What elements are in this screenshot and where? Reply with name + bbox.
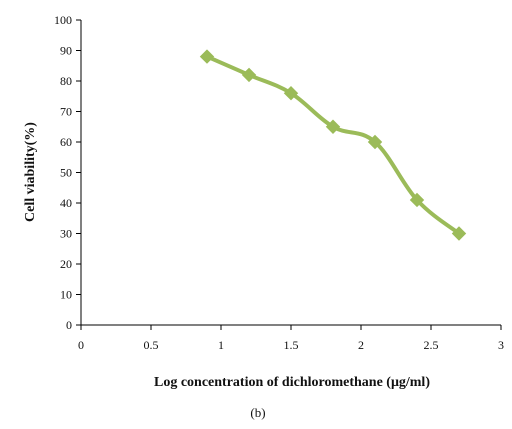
figure-caption: (b) bbox=[250, 405, 265, 420]
data-point-marker bbox=[199, 49, 215, 64]
data-point-marker bbox=[283, 85, 299, 101]
x-tick-label: 2 bbox=[358, 338, 364, 352]
y-tick-label: 50 bbox=[60, 166, 72, 180]
y-axis-title: Cell viability(%) bbox=[23, 122, 38, 222]
y-tick-label: 40 bbox=[60, 196, 72, 210]
y-tick-label: 10 bbox=[60, 288, 72, 302]
y-tick-label: 0 bbox=[66, 318, 72, 332]
x-tick-label: 3 bbox=[498, 338, 504, 352]
data-point-marker bbox=[325, 119, 341, 134]
series-line bbox=[205, 54, 461, 236]
data-point-marker bbox=[367, 134, 383, 150]
y-tick-label: 90 bbox=[60, 44, 72, 58]
y-tick-label: 100 bbox=[54, 13, 72, 27]
y-tick-label: 30 bbox=[60, 227, 72, 241]
data-point-marker bbox=[241, 67, 257, 83]
x-tick-label: 1.5 bbox=[284, 338, 299, 352]
x-tick-label: 2.5 bbox=[424, 338, 439, 352]
y-tick-label: 60 bbox=[60, 135, 72, 149]
x-tick-label: 1 bbox=[218, 338, 224, 352]
series-layer bbox=[199, 49, 467, 241]
axes: 0 10 20 30 40 50 60 70 80 90 100 0 0.5 1 1.5 2 2.5 3 bbox=[54, 13, 504, 352]
y-tick-label: 80 bbox=[60, 74, 72, 88]
x-tick-label: 0 bbox=[78, 338, 84, 352]
y-tick-label: 20 bbox=[60, 257, 72, 271]
y-tick-label: 70 bbox=[60, 105, 72, 119]
data-point-marker bbox=[409, 192, 425, 208]
data-point-marker bbox=[451, 226, 467, 241]
x-axis-title: Log concentration of dichloromethane (μg… bbox=[154, 375, 430, 390]
x-tick-label: 0.5 bbox=[144, 338, 159, 352]
